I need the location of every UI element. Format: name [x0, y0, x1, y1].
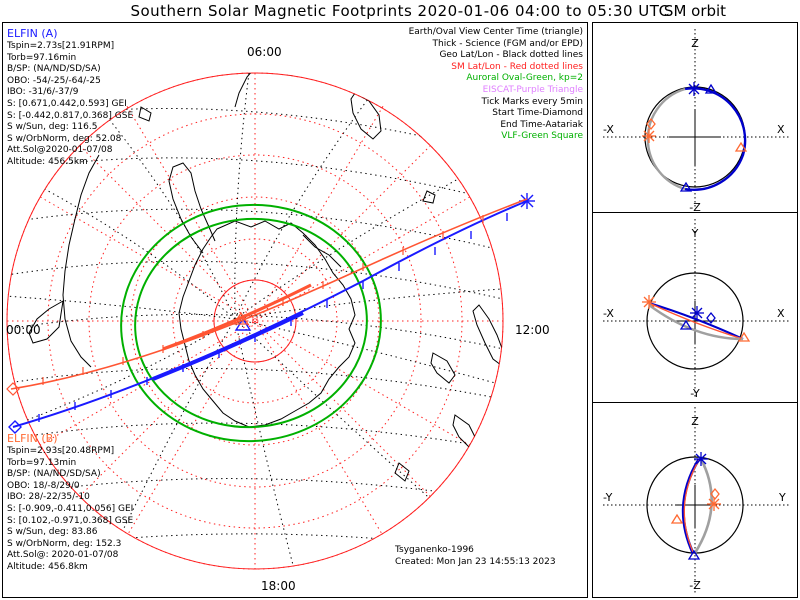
legend-item-2: Geo Lat/Lon - Black dotted lines — [439, 50, 583, 61]
orbit-pane-xz: Z -Z -X X — [593, 23, 797, 213]
legend-item-1: Thick - Science (FGM and/or EPD) — [432, 38, 583, 49]
legend-item-4: Auroral Oval-Green, kp=2 — [466, 73, 583, 84]
axis-label-right: X — [777, 123, 785, 136]
elfin-b-line-1: Torb=97.13min — [7, 457, 77, 468]
orbit-pane-xy: Y -Y -X X — [593, 213, 797, 403]
elfin-b-line-2: B/SP: (NA/ND/SD/SA) — [7, 469, 101, 480]
elfin-b-line-6: S: [0.102,-0.971,0.368] GSE — [7, 515, 134, 526]
elfin-b-track — [6, 198, 528, 396]
page-title: Southern Solar Magnetic Footprints 2020-… — [130, 2, 670, 20]
mlt-label-right: 12:00 — [515, 323, 550, 337]
elfin-b-line-10: Altitude: 456.8km — [7, 561, 88, 572]
sm-orbit-panel: Z -Z -X X — [592, 22, 798, 598]
elfin-a-line-9: Att.Sol@2020-01-07/08 — [7, 145, 113, 156]
axis-label-left: -Y — [603, 491, 613, 504]
axis-label-down: -Z — [689, 201, 701, 213]
axis-label-left: -X — [603, 123, 614, 136]
mlt-label-left: 00:00 — [6, 323, 41, 337]
elfin-a-line-3: OBO: -54/-25/-64/-25 — [7, 75, 101, 86]
elfin-a-line-1: Torb=97.16min — [7, 52, 77, 63]
elfin-a-line-4: IBO: -31/6/-37/9 — [7, 87, 79, 98]
elfin-b-line-9: Att.Sol@: 2020-01-07/08 — [7, 550, 119, 561]
elfin-a-line-10: Altitude: 456.5km — [7, 156, 88, 167]
plot-legend: Earth/Oval View Center Time (triangle) T… — [409, 27, 583, 143]
axis-label-up: Z — [691, 37, 699, 50]
legend-item-3: SM Lat/Lon - Red dotted lines — [451, 61, 583, 72]
elfin-a-line-2: B/SP: (NA/ND/SD/SA) — [7, 64, 101, 75]
legend-item-8: End Time-Aatariak — [500, 119, 583, 130]
elfin-a-track — [8, 193, 535, 434]
axis-label-down: -Z — [689, 579, 701, 592]
polar-projection-svg — [6, 72, 535, 570]
elfin-b-line-4: IBO: 28/-22/35/-10 — [7, 492, 90, 503]
axis-label-up: Y — [691, 227, 699, 240]
axis-label-right: Y — [778, 491, 786, 504]
legend-item-9: VLF-Green Square — [501, 131, 583, 142]
elfin-a-line-5: S: [0.671,0.442,0.593] GEI — [7, 98, 127, 109]
main-polar-plot-panel: ELFIN (A) Tspin=2.73s[21.91RPM] Torb=97.… — [2, 22, 588, 598]
elfin-a-line-0: Tspin=2.73s[21.91RPM] — [7, 41, 115, 51]
elfin-a-line-6: S: [-0.442,0.817,0.368] GSE — [7, 110, 134, 121]
elfin-a-line-8: S w/OrbNorm, deg: 52.08 — [7, 133, 122, 144]
elfin-b-line-0: Tspin=2.93s[20.48RPM] — [7, 446, 115, 456]
created-timestamp: Created: Mon Jan 23 14:55:13 2023 — [395, 557, 556, 567]
elfin-b-line-3: OBO: 18/-8/29/0 — [7, 480, 80, 491]
start-time-diamond-a — [8, 420, 22, 434]
elfin-b-name: ELFIN (B) — [7, 432, 58, 445]
elfin-b-line-7: S w/Sun, deg: 83.86 — [7, 527, 98, 538]
legend-item-0: Earth/Oval View Center Time (triangle) — [408, 27, 583, 37]
axis-label-down: -Y — [690, 387, 700, 400]
axis-label-right: X — [777, 307, 785, 320]
elfin-a-line-7: S w/Sun, deg: 116.5 — [7, 122, 98, 133]
elfin-b-line-5: S: [-0.909,-0.411,0.056] GEI — [7, 503, 134, 514]
legend-item-6: Tick Marks every 5min — [481, 96, 583, 107]
elfin-a-info-block: ELFIN (A) Tspin=2.73s[21.91RPM] Torb=97.… — [7, 27, 133, 169]
axis-label-left: -X — [603, 307, 614, 320]
legend-item-7: Start Time-Diamond — [492, 108, 583, 119]
axis-label-up: Z — [691, 415, 699, 428]
auroral-oval — [120, 203, 382, 443]
elfin-b-info-block: ELFIN (B) Tspin=2.93s[20.48RPM] Torb=97.… — [7, 432, 133, 574]
orbit-pane-yz: Z -Z -Y Y — [593, 403, 797, 597]
model-name: Tsyganenko-1996 — [395, 545, 474, 555]
credits-block: Tsyganenko-1996 Created: Mon Jan 23 14:5… — [395, 544, 556, 568]
start-time-diamond-b — [6, 382, 20, 396]
sm-inner-circle — [213, 279, 297, 363]
elfin-b-line-8: S w/OrbNorm, deg: 152.3 — [7, 538, 122, 549]
view-center-triangle-b — [232, 311, 250, 325]
orbit-panel-title: SM orbit — [663, 2, 727, 20]
legend-item-5: EISCAT-Purple Triangle — [482, 84, 583, 95]
elfin-a-name: ELFIN (A) — [7, 27, 58, 40]
mlt-label-bottom: 18:00 — [261, 579, 296, 593]
mlt-label-top: 06:00 — [247, 45, 282, 59]
